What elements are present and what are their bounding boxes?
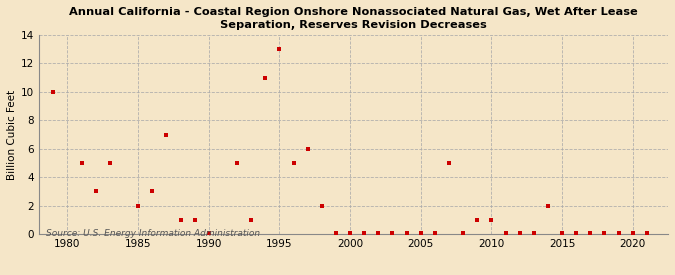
- Point: [175, 218, 186, 222]
- Point: [543, 203, 554, 208]
- Point: [472, 218, 483, 222]
- Point: [529, 231, 539, 235]
- Point: [288, 161, 299, 165]
- Point: [76, 161, 87, 165]
- Point: [147, 189, 158, 194]
- Point: [500, 231, 511, 235]
- Point: [345, 231, 356, 235]
- Point: [90, 189, 101, 194]
- Point: [317, 203, 327, 208]
- Point: [331, 231, 342, 235]
- Point: [458, 231, 468, 235]
- Point: [429, 231, 440, 235]
- Point: [571, 231, 582, 235]
- Point: [260, 76, 271, 80]
- Point: [133, 203, 144, 208]
- Point: [627, 231, 638, 235]
- Point: [486, 218, 497, 222]
- Point: [274, 47, 285, 51]
- Point: [189, 218, 200, 222]
- Y-axis label: Billion Cubic Feet: Billion Cubic Feet: [7, 89, 17, 180]
- Point: [401, 231, 412, 235]
- Title: Annual California - Coastal Region Onshore Nonassociated Natural Gas, Wet After : Annual California - Coastal Region Onsho…: [70, 7, 638, 30]
- Point: [302, 147, 313, 151]
- Point: [443, 161, 454, 165]
- Point: [359, 231, 370, 235]
- Point: [641, 231, 652, 235]
- Text: Source: U.S. Energy Information Administration: Source: U.S. Energy Information Administ…: [45, 229, 260, 238]
- Point: [415, 231, 426, 235]
- Point: [387, 231, 398, 235]
- Point: [599, 231, 610, 235]
- Point: [232, 161, 242, 165]
- Point: [48, 90, 59, 94]
- Point: [514, 231, 525, 235]
- Point: [585, 231, 596, 235]
- Point: [557, 231, 568, 235]
- Point: [105, 161, 115, 165]
- Point: [246, 218, 256, 222]
- Point: [203, 231, 214, 235]
- Point: [161, 132, 172, 137]
- Point: [613, 231, 624, 235]
- Point: [373, 231, 384, 235]
